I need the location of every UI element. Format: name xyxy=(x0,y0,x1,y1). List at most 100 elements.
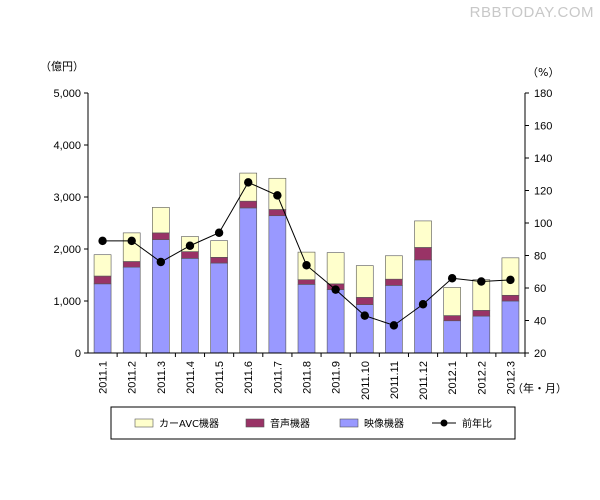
right-tick-label: 180 xyxy=(534,88,552,100)
bar-segment xyxy=(326,289,345,354)
bar-segment xyxy=(122,261,141,268)
x-tick-label: 2011.11 xyxy=(389,361,401,399)
bar-segment xyxy=(268,215,287,354)
left-tick-label: 5,000 xyxy=(53,88,81,100)
yoy-point xyxy=(389,321,399,330)
legend-swatch xyxy=(134,418,154,428)
right-axis-ticks: 20 40 60 80 100 120 140 160 180 xyxy=(525,88,552,360)
axes xyxy=(87,93,526,354)
bar-segment xyxy=(355,265,374,298)
yoy-point xyxy=(156,257,166,267)
yoy-point xyxy=(331,285,340,294)
x-tick-label: 2011.9 xyxy=(331,361,343,394)
bar-segment xyxy=(93,254,112,277)
left-tick-label: 2,000 xyxy=(53,244,81,256)
bar-segment xyxy=(414,247,432,261)
bar-segment xyxy=(297,279,316,285)
x-tick-label: 2011.8 xyxy=(302,361,314,394)
bar-segment xyxy=(181,258,199,354)
bar-segment xyxy=(472,315,491,354)
x-tick-label: 2011.5 xyxy=(214,361,226,394)
x-tick-label: 2012.1 xyxy=(447,361,459,395)
left-tick-label: 1,000 xyxy=(53,296,81,308)
yoy-point xyxy=(214,228,224,237)
bar-segment xyxy=(152,207,170,234)
bars xyxy=(93,172,520,354)
bar-segment xyxy=(122,266,141,354)
legend-label: 映像機器 xyxy=(364,417,404,430)
x-tick-label: 2011.6 xyxy=(243,361,255,394)
right-axis-unit: （%） xyxy=(527,66,559,79)
bar-segment xyxy=(93,275,112,285)
right-tick-label: 40 xyxy=(534,316,546,328)
left-tick-label: 4,000 xyxy=(53,140,81,152)
right-tick-label: 100 xyxy=(534,218,552,230)
right-tick-label: 80 xyxy=(534,251,546,263)
legend-marker xyxy=(440,419,448,427)
yoy-line xyxy=(98,178,515,330)
bar-segment xyxy=(239,172,258,202)
legend-swatch xyxy=(245,418,265,428)
legend-swatch xyxy=(339,418,359,428)
bar-segment xyxy=(93,283,112,354)
x-tick-label: 2011.3 xyxy=(156,361,168,394)
legend-label: 前年比 xyxy=(462,417,492,430)
legend-label: カーAVC機器 xyxy=(159,417,219,430)
bar-segment xyxy=(385,255,403,280)
left-tick-label: 0 xyxy=(75,348,81,360)
yoy-point xyxy=(98,236,107,246)
bar-segment xyxy=(239,207,258,354)
yoy-point xyxy=(127,236,136,246)
x-tick-label: 2011.1 xyxy=(98,361,110,394)
x-axis-unit: （年・月） xyxy=(512,381,567,395)
x-tick-label: 2012.2 xyxy=(476,361,488,395)
bar-segment xyxy=(297,284,316,354)
left-axis-ticks: 0 1,000 2,000 3,000 4,000 5,000 xyxy=(53,88,88,360)
bar-segment xyxy=(443,287,461,316)
legend-label: 音声機器 xyxy=(270,417,310,430)
right-tick-label: 20 xyxy=(534,348,546,360)
yoy-point xyxy=(418,300,428,309)
legend: カーAVC機器 音声機器 映像機器 前年比 xyxy=(110,406,516,440)
bar-segment xyxy=(385,285,403,354)
yoy-point xyxy=(477,277,486,286)
bar-segment xyxy=(181,251,199,259)
bar-segment xyxy=(152,239,170,354)
right-tick-label: 60 xyxy=(534,283,546,295)
x-tick-label: 2011.2 xyxy=(127,361,139,394)
bar-segment xyxy=(443,320,461,354)
yoy-point xyxy=(185,241,195,250)
bar-segment xyxy=(152,232,170,240)
right-tick-label: 140 xyxy=(534,153,552,165)
yoy-point xyxy=(244,178,253,187)
yoy-point xyxy=(506,275,515,285)
right-tick-label: 160 xyxy=(534,121,552,133)
legend-box xyxy=(110,406,516,440)
bar-segment xyxy=(501,294,520,302)
bar-segment xyxy=(443,315,461,322)
x-tick-labels: 2011.1 2011.2 2011.3 2011.4 2011.5 2011.6 2011… xyxy=(98,353,526,400)
bar-segment xyxy=(239,200,258,209)
bar-segment xyxy=(210,262,228,354)
yoy-point xyxy=(360,311,369,320)
bar-segment xyxy=(501,300,520,354)
x-tick-label: 2011.7 xyxy=(272,361,284,394)
yoy-point xyxy=(273,191,282,200)
bar-segment xyxy=(472,310,491,317)
x-tick-label: 2011.10 xyxy=(360,361,372,400)
bar-segment xyxy=(210,257,228,264)
yoy-point xyxy=(447,274,457,283)
right-tick-label: 120 xyxy=(534,186,552,198)
left-tick-label: 3,000 xyxy=(53,192,81,204)
bar-segment xyxy=(210,240,228,258)
x-tick-label: 2011.4 xyxy=(185,361,197,394)
bar-segment xyxy=(355,297,374,305)
bar-segment xyxy=(414,220,432,248)
watermark: RBBTODAY.COM xyxy=(469,4,594,21)
yoy-point xyxy=(302,261,311,270)
bar-segment xyxy=(326,252,345,285)
left-axis-unit: （億円） xyxy=(40,60,84,73)
x-tick-label: 2011.12 xyxy=(418,361,430,400)
x-tick-label: 2012.3 xyxy=(505,361,517,395)
